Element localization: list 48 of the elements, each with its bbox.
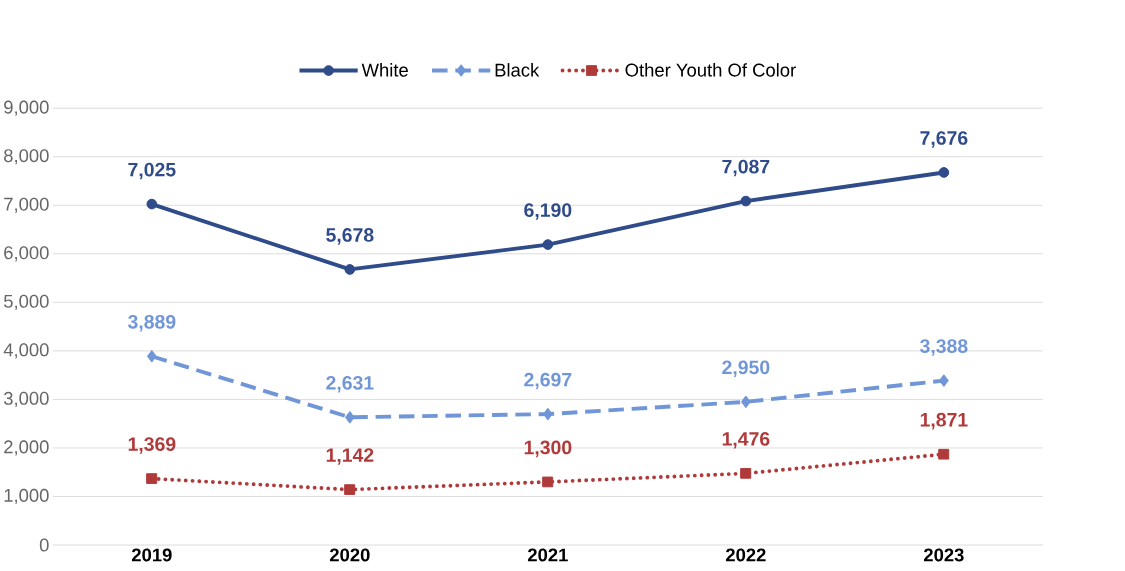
y-tick-label: 2,000 <box>4 440 49 456</box>
y-tick-label: 5,000 <box>3 294 49 311</box>
point <box>740 468 752 479</box>
y-tick-label: 9,000 <box>4 100 49 116</box>
data-label: 7,025 <box>128 162 176 180</box>
data-label: 1,300 <box>524 440 572 458</box>
data-label: 1,142 <box>326 448 374 465</box>
point <box>146 473 158 485</box>
data-label: 2,950 <box>722 360 770 378</box>
data-label: 1,476 <box>722 432 770 449</box>
y-tick-label: 4,000 <box>3 343 49 359</box>
data-label: 3,388 <box>920 339 968 356</box>
point <box>146 350 157 363</box>
point <box>344 484 356 496</box>
x-tick-label: 2020 <box>329 548 370 562</box>
data-label: 1,871 <box>920 413 968 430</box>
x-tick-label: 2021 <box>527 548 568 562</box>
x-tick-label: 2019 <box>131 548 172 562</box>
data-label: 5,678 <box>326 228 374 245</box>
y-tick-label: 6,000 <box>4 246 49 262</box>
point <box>938 448 950 460</box>
data-label: 3,889 <box>127 315 176 332</box>
point <box>146 198 158 210</box>
data-label: 7,676 <box>920 131 968 148</box>
y-tick-label: 8,000 <box>4 149 49 165</box>
y-tick-label: 7,000 <box>4 197 49 214</box>
y-tick-label: 3,000 <box>3 391 49 408</box>
legend-label: Other Youth Of Color <box>625 63 796 77</box>
legend-label: White <box>361 63 408 77</box>
data-label: 2,631 <box>326 376 374 393</box>
y-tick-label: 0 <box>39 538 49 552</box>
data-label: 7,087 <box>722 159 770 177</box>
data-label: 6,190 <box>524 203 572 220</box>
point <box>344 264 356 275</box>
x-tick-label: 2022 <box>725 548 766 562</box>
y-tick-label: 1,000 <box>4 488 49 505</box>
point <box>542 476 554 488</box>
data-label: 1,369 <box>128 437 176 454</box>
x-tick-label: 2023 <box>923 548 964 562</box>
point <box>542 407 553 421</box>
point <box>740 195 752 207</box>
point <box>344 411 355 424</box>
data-label: 2,697 <box>524 372 572 390</box>
point <box>542 239 554 251</box>
point <box>939 374 949 388</box>
legend-label: Black <box>495 63 540 77</box>
point <box>741 395 751 409</box>
point <box>938 167 950 178</box>
